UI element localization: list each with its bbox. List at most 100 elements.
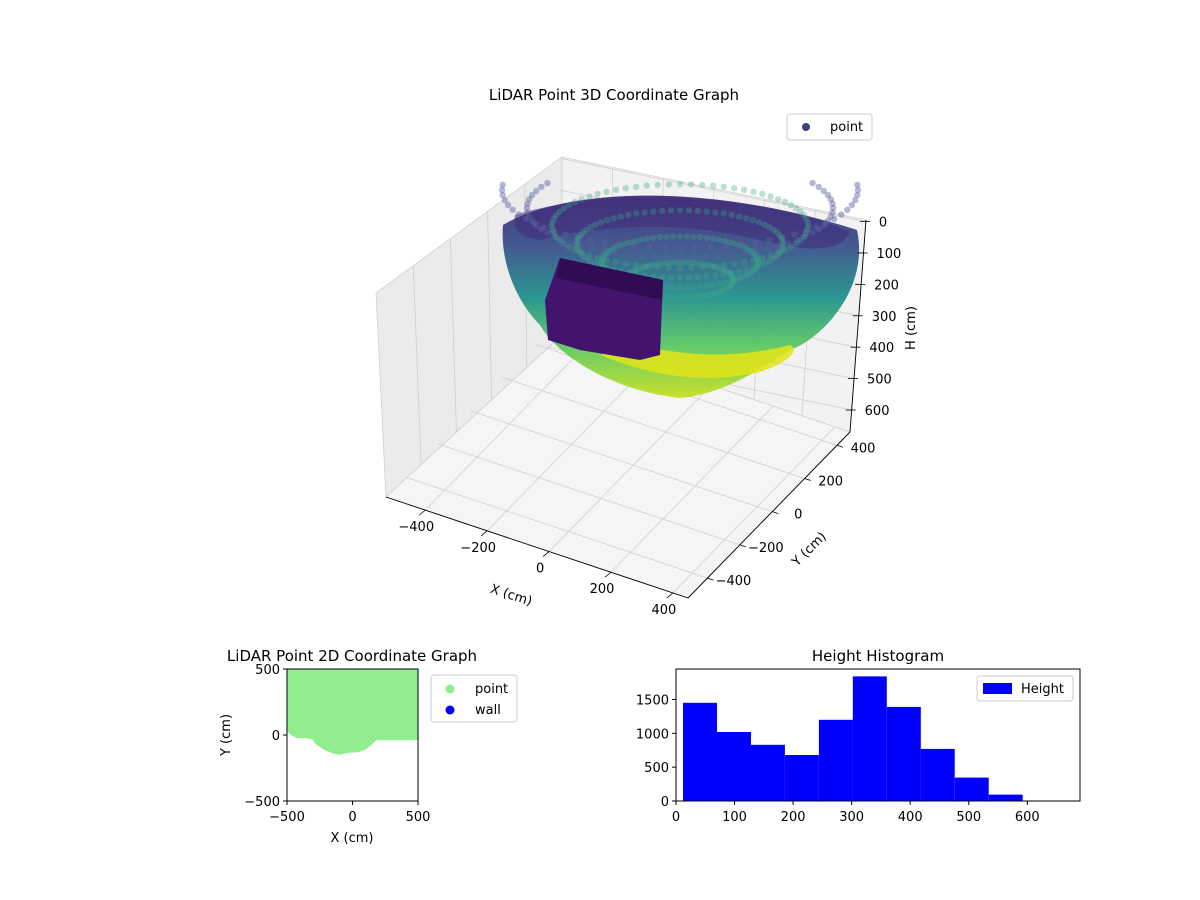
gridline-x [610,405,774,573]
point-marker [697,234,704,241]
point-marker [820,221,827,229]
point-marker [732,276,739,284]
point-marker [744,246,751,253]
point-marker [838,211,845,218]
point-marker [645,243,653,251]
point-marker [824,191,832,199]
point-marker [615,241,623,248]
point-marker [690,283,697,291]
point-marker [703,273,710,280]
z-tick-label: 500 [867,373,892,388]
point-marker [716,236,723,244]
point-marker [728,272,735,279]
point-marker [663,233,670,241]
point-marker [562,231,569,238]
point-marker [755,219,763,226]
point-marker [723,285,730,292]
x-tick-label: 100 [722,810,747,825]
point-marker [770,255,777,262]
point-marker [727,282,734,290]
y-tick-label: 500 [255,663,280,678]
point-marker [822,220,829,227]
point-marker [714,289,721,296]
point-marker [575,246,582,253]
point-marker [720,262,727,269]
point-marker [827,213,834,220]
chart-title-3d: LiDAR Point 3D Coordinate Graph [489,86,739,104]
point-marker [787,201,795,209]
point-marker [720,286,727,294]
point-marker [703,291,710,299]
ticks-3d: −400 −200 0 200 400 −400 −200 0 200 400 0 100 200 300… [398,216,901,618]
histogram-bar [683,702,717,801]
point-marker [753,248,760,255]
point-marker [712,209,719,216]
histogram-bar [750,744,785,801]
point-marker [815,225,822,233]
point-marker [815,183,822,191]
point-marker [583,226,590,233]
legend-marker-point [445,684,455,694]
point-marker [592,221,599,228]
x-tick [542,551,550,557]
point-marker [741,273,748,280]
point-marker [714,264,721,271]
point-marker [743,215,750,222]
point-marker [780,240,787,248]
point-marker [765,237,773,244]
y-tick-label: 0 [272,729,280,744]
point-marker [711,290,718,297]
point-marker [499,181,506,189]
point-marker [610,215,617,222]
point-marker [753,254,761,261]
point-marker [544,179,551,187]
x-axis-label-2d: X (cm) [331,831,374,846]
y-axis-label-3d: Y (cm) [789,529,830,570]
point-marker [549,226,556,233]
point-marker [603,250,610,257]
histogram-bar [717,732,751,801]
x-tick-label: 0 [348,810,356,825]
point-marker [624,251,631,259]
point-marker [658,260,665,267]
point-marker [699,181,706,189]
y-tick [804,478,811,481]
point-marker [773,229,781,236]
point-marker [605,248,613,255]
y-tick [739,544,746,548]
point-marker [681,294,688,301]
x-tick-label: 200 [781,810,806,825]
point-marker [699,292,706,299]
point-marker [793,240,800,247]
point-marker [612,244,619,251]
point-marker [571,198,579,206]
gridline-y [405,476,708,579]
point-marker [587,257,594,264]
point-marker [729,251,736,259]
gridline-pane [487,211,492,400]
z-tick-label: 400 [869,341,894,356]
point-marker [676,284,684,291]
legend-hist: Height [976,675,1074,702]
x-tick-label: 600 [1015,810,1040,825]
point-marker [531,220,538,227]
point-marker [729,273,736,281]
point-marker [824,217,832,225]
point-marker [665,181,672,188]
point-marker [709,281,717,289]
point-marker [523,204,531,212]
point-marker [770,226,777,233]
point-marker [676,181,684,188]
point-marker [650,234,657,242]
point-marker [730,278,737,285]
point-marker [740,259,748,266]
point-marker [804,219,811,226]
y-axis-line [687,431,851,599]
point-marker [617,213,624,220]
point-marker [720,266,727,274]
point-marker [703,253,710,261]
chart-title-hist: Height Histogram [812,647,944,665]
point-marker [747,248,755,255]
point-marker [778,235,785,242]
point-marker [568,240,575,247]
